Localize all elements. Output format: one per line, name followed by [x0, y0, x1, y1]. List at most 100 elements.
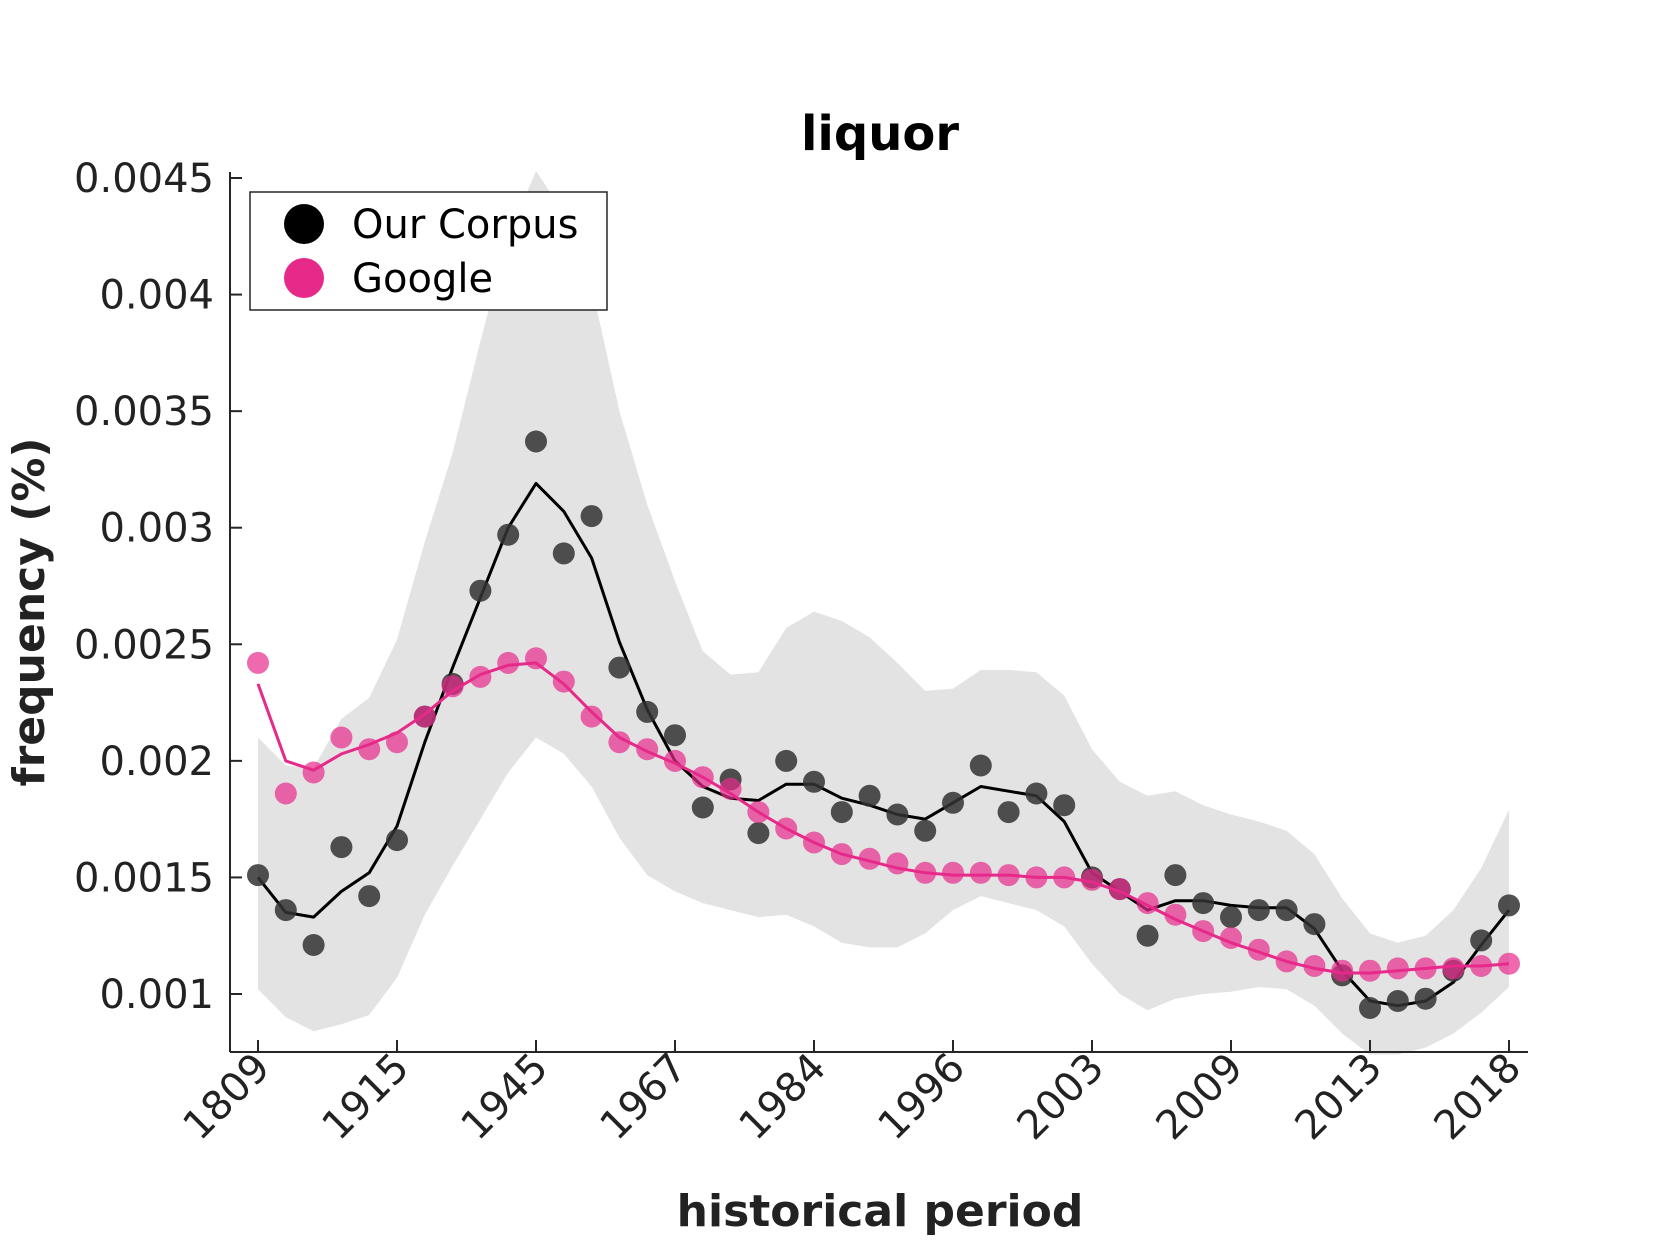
legend-label-our-corpus: Our Corpus	[352, 202, 578, 248]
our-corpus-point-37	[1247, 899, 1270, 922]
our-corpus-point-3	[302, 934, 325, 956]
y-tick-label-2: 0.004	[99, 273, 214, 319]
our-corpus-point-43	[1414, 987, 1437, 1010]
google-point-25	[914, 861, 937, 884]
y-tick-label-1: 0.0045	[74, 156, 214, 202]
google-point-15	[636, 738, 659, 761]
google-point-33	[1136, 892, 1159, 915]
google-point-6	[386, 731, 408, 754]
our-corpus-point-33	[1136, 924, 1159, 947]
google-point-2	[274, 782, 297, 805]
google-point-18	[719, 777, 742, 800]
google-point-19	[747, 801, 770, 824]
y-tick-label-4: 0.003	[99, 506, 214, 552]
google-point-16	[664, 749, 686, 772]
google-point-43	[1414, 957, 1437, 980]
our-corpus-point-15	[636, 700, 659, 723]
our-corpus-point-24	[886, 803, 909, 826]
our-corpus-point-36	[1220, 906, 1242, 929]
our-corpus-point-14	[608, 656, 631, 679]
our-corpus-point-25	[914, 819, 937, 842]
x-tick-label-1: 1809	[175, 1045, 280, 1150]
x-tick-label-5: 1984	[731, 1045, 836, 1150]
google-point-38	[1275, 950, 1298, 973]
x-tick-label-6: 1996	[870, 1045, 975, 1150]
google-point-39	[1303, 955, 1326, 977]
google-point-28	[997, 864, 1020, 887]
google-point-36	[1220, 927, 1242, 949]
google-point-5	[358, 738, 381, 761]
y-tick-label-7: 0.0015	[74, 855, 214, 901]
google-trend-line	[256, 661, 1510, 975]
x-tick-label-7: 2003	[1009, 1045, 1114, 1150]
google-point-32	[1108, 878, 1131, 901]
google-point-45	[1470, 955, 1493, 977]
google-point-8	[441, 675, 464, 698]
x-tick-label-8: 2009	[1148, 1045, 1253, 1150]
google-point-1	[247, 651, 269, 674]
x-tick-label-9: 2013	[1287, 1045, 1392, 1150]
google-point-9	[469, 665, 492, 688]
x-tick-label-2: 1915	[314, 1045, 419, 1150]
google-point-31	[1081, 868, 1103, 891]
google-point-26	[942, 861, 964, 884]
our-corpus-point-2	[274, 899, 297, 922]
our-corpus-point-17	[691, 796, 714, 819]
google-point-40	[1331, 959, 1354, 982]
our-corpus-point-38	[1275, 899, 1298, 922]
our-corpus-point-27	[969, 754, 992, 777]
our-corpus-point-29	[1025, 782, 1048, 805]
google-point-21	[803, 831, 825, 854]
our-corpus-point-9	[469, 579, 492, 602]
our-corpus-point-20	[775, 749, 798, 772]
legend: Our Corpus Google	[249, 191, 608, 311]
google-point-24	[886, 852, 909, 875]
our-corpus-point-45	[1470, 929, 1493, 952]
google-point-29	[1025, 866, 1048, 889]
google-point-14	[608, 731, 631, 754]
google-point-20	[775, 817, 798, 840]
our-corpus-point-28	[997, 801, 1020, 824]
google-point-42	[1386, 957, 1409, 980]
our-corpus-point-26	[942, 791, 964, 814]
our-corpus-point-35	[1192, 892, 1215, 915]
google-point-17	[691, 766, 714, 789]
x-tick-label-3: 1945	[453, 1045, 558, 1150]
legend-label-google: Google	[352, 256, 493, 302]
our-corpus-point-13	[580, 505, 603, 528]
google-point-34	[1164, 903, 1187, 926]
y-tick-label-8: 0.001	[99, 972, 214, 1018]
our-corpus-point-5	[358, 885, 381, 908]
google-point-22	[830, 843, 853, 866]
google-point-44	[1442, 957, 1465, 980]
google-point-23	[858, 847, 881, 870]
our-corpus-point-12	[552, 542, 575, 565]
y-axis-label: frequency (%)	[4, 437, 55, 786]
our-corpus-point-4	[330, 836, 353, 859]
our-corpus-point-42	[1386, 990, 1409, 1012]
google-point-30	[1053, 866, 1076, 889]
plot-area	[247, 171, 1520, 1055]
google-point-27	[969, 861, 992, 884]
chart-title: liquor	[801, 106, 959, 162]
our-corpus-point-23	[858, 784, 881, 807]
our-corpus-point-22	[830, 801, 853, 824]
y-tick-label-3: 0.0035	[74, 389, 214, 435]
axes	[229, 172, 1528, 1053]
google-point-37	[1247, 938, 1270, 961]
google-point-7	[413, 705, 436, 728]
google-point-35	[1192, 920, 1215, 943]
our-corpus-point-34	[1164, 864, 1187, 887]
our-corpus-trend-line	[256, 481, 1511, 1008]
our-corpus-point-19	[747, 822, 770, 845]
our-corpus-point-1	[247, 864, 269, 887]
google-point-13	[580, 705, 603, 728]
google-point-41	[1359, 959, 1381, 982]
legend-marker-google	[284, 258, 324, 298]
legend-marker-our-corpus	[284, 204, 324, 244]
our-corpus-point-46	[1498, 894, 1520, 917]
google-point-3	[302, 761, 325, 784]
x-axis-label: historical period	[677, 1186, 1084, 1237]
our-corpus-point-11	[525, 430, 547, 453]
